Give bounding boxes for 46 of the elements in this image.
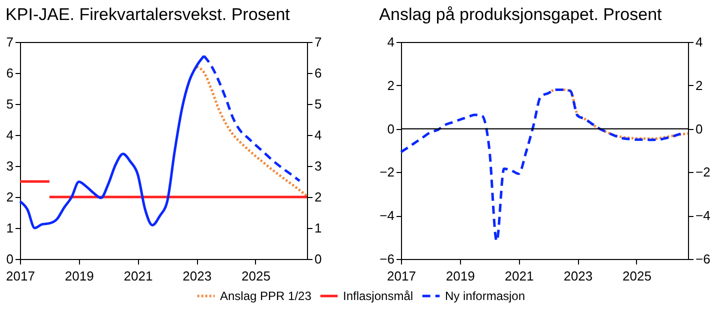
y2-tick-label: −2 bbox=[696, 164, 710, 180]
y-tick-label: 6 bbox=[6, 66, 14, 80]
y2-tick-label: 4 bbox=[314, 128, 322, 142]
chart-title: KPI-JAE. Firekvartalersvekst. Prosent bbox=[6, 5, 290, 24]
y-tick-label: 4 bbox=[6, 128, 14, 142]
y-tick-label: −2 bbox=[380, 164, 394, 180]
x-tick-label: 2021 bbox=[504, 268, 534, 284]
y2-tick-label: −4 bbox=[696, 208, 710, 224]
y-tick-label: 2 bbox=[6, 190, 14, 204]
legend-label: Ny informasjon bbox=[445, 289, 526, 303]
y2-tick-label: 5 bbox=[314, 96, 322, 112]
line-series bbox=[400, 88, 682, 242]
y-tick-label: 7 bbox=[6, 34, 14, 50]
y-tick-label: 2 bbox=[387, 78, 394, 93]
y-tick-label: −4 bbox=[380, 208, 394, 224]
y-tick-label: 0 bbox=[6, 252, 14, 266]
y2-tick-label: 4 bbox=[696, 34, 703, 50]
x-tick-label: 2023 bbox=[182, 268, 212, 284]
y2-tick-label: 2 bbox=[696, 78, 703, 93]
x-tick-label: 2019 bbox=[446, 268, 475, 284]
y2-tick-label: −6 bbox=[696, 252, 710, 266]
line-series bbox=[195, 66, 308, 198]
y-tick-label: 4 bbox=[387, 34, 394, 50]
x-tick-label: 2025 bbox=[622, 268, 652, 284]
x-tick-label: 2017 bbox=[6, 268, 35, 284]
legend-label: Anslag PPR 1/23 bbox=[220, 289, 312, 303]
y2-tick-label: 3 bbox=[314, 158, 322, 174]
y2-tick-label: 6 bbox=[314, 66, 322, 80]
y-tick-label: 1 bbox=[6, 220, 14, 236]
y2-tick-label: 0 bbox=[314, 252, 322, 266]
line-series bbox=[546, 88, 690, 140]
y-tick-label: 0 bbox=[387, 121, 394, 136]
x-tick-label: 2023 bbox=[564, 268, 593, 284]
chart-title: Anslag på produksjonsgapet. Prosent bbox=[379, 5, 662, 24]
y-tick-label: −6 bbox=[380, 252, 394, 266]
x-tick-label: 2021 bbox=[124, 268, 153, 284]
y-tick-label: 3 bbox=[6, 158, 14, 174]
y2-tick-label: 7 bbox=[314, 34, 322, 50]
y2-tick-label: 1 bbox=[314, 220, 322, 236]
y2-tick-label: 2 bbox=[314, 190, 322, 204]
y-tick-label: 5 bbox=[6, 96, 14, 112]
y2-tick-label: 0 bbox=[696, 121, 703, 136]
x-tick-label: 2019 bbox=[64, 268, 94, 284]
x-tick-label: 2017 bbox=[387, 268, 416, 284]
x-tick-label: 2025 bbox=[242, 268, 270, 284]
legend-label: Inflasjonsmål bbox=[343, 289, 414, 303]
